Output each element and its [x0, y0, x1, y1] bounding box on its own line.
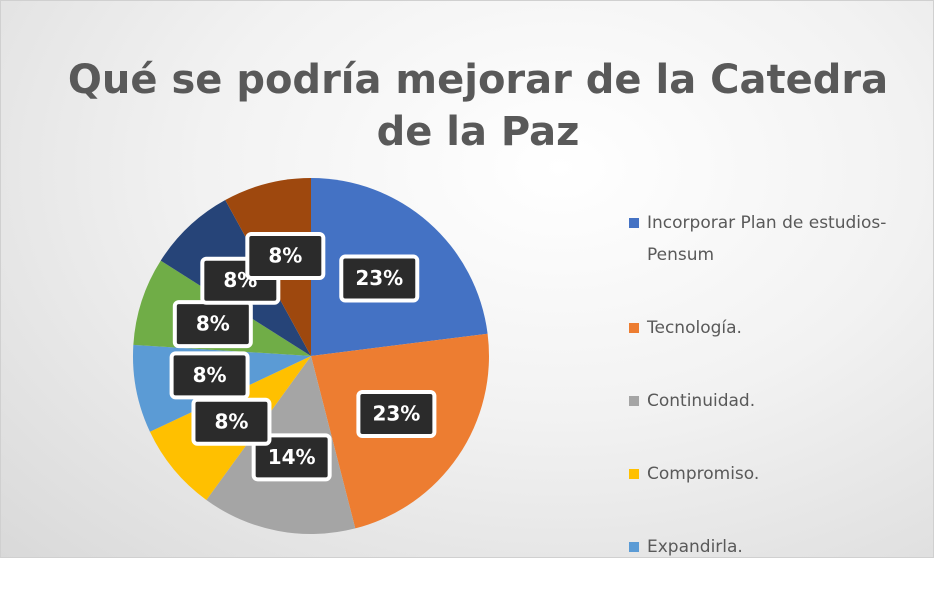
- data-label-box: [191, 397, 272, 446]
- legend-item: Expandirla.: [629, 531, 919, 563]
- legend-item: Incorporar Plan de estudios-Pensum: [629, 207, 919, 271]
- data-label: 23%: [339, 254, 420, 303]
- data-label: 8%: [245, 232, 326, 281]
- legend-label: Compromiso.: [647, 464, 760, 484]
- chart-title: Qué se podría mejorar de la Catedra de la…: [68, 57, 888, 155]
- legend-item: Continuidad.: [629, 385, 919, 417]
- legend-swatch: [629, 218, 639, 228]
- data-label-text: 8%: [193, 363, 227, 387]
- data-label-text: 23%: [355, 266, 403, 290]
- legend-item: Compromiso.: [629, 458, 919, 490]
- legend-label: Tecnología.: [647, 318, 742, 338]
- legend-swatch: [629, 469, 639, 479]
- data-label-text: 8%: [196, 312, 230, 336]
- legend-label: Expandirla.: [647, 537, 743, 557]
- data-label: 8%: [172, 300, 253, 349]
- legend-label: Incorporar Plan de estudios-Pensum: [647, 213, 887, 265]
- chart-frame: Qué se podría mejorar de la Catedra de la…: [0, 0, 934, 558]
- data-label-text: 8%: [268, 244, 302, 268]
- legend-swatch: [629, 396, 639, 406]
- data-label-text: 23%: [372, 402, 420, 426]
- chart: Qué se podría mejorar de la Catedra de la…: [68, 57, 888, 534]
- data-label-text: 8%: [214, 409, 248, 433]
- legend-swatch: [629, 542, 639, 552]
- data-label: 8%: [191, 397, 272, 446]
- data-label: 23%: [356, 390, 437, 439]
- data-label-box: [339, 254, 420, 303]
- legend-swatch: [629, 323, 639, 333]
- legend-label: Continuidad.: [647, 391, 756, 411]
- data-label: 8%: [169, 351, 250, 400]
- data-label-box: [169, 351, 250, 400]
- data-label-box: [245, 232, 326, 281]
- data-label-box: [251, 433, 332, 482]
- legend: Incorporar Plan de estudios-Pensum Tecnol…: [629, 207, 919, 604]
- data-label-box: [356, 390, 437, 439]
- legend-item: Tecnología.: [629, 312, 919, 344]
- data-label: 14%: [251, 433, 332, 482]
- data-label-text: 14%: [268, 445, 316, 469]
